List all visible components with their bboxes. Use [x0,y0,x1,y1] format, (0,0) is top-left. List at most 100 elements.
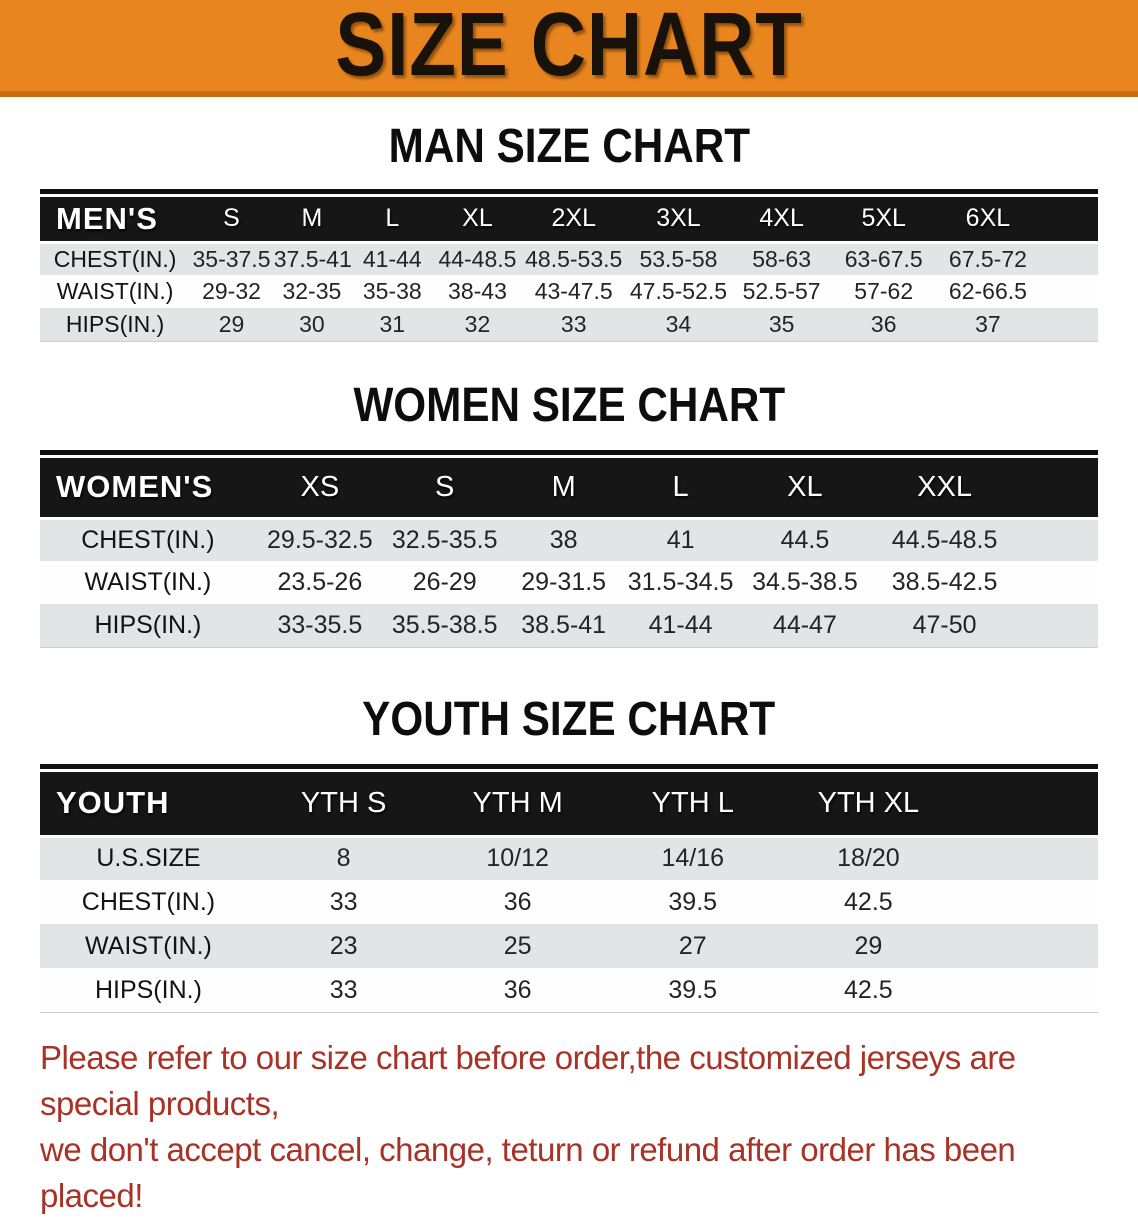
size-value: 35.5-38.5 [383,604,506,647]
youth-table: YOUTH YTH S YTH M YTH L YTH XL U.S.SIZE 8 10/12… [40,772,1098,1012]
spacer-cell [956,834,1098,880]
size-value: 25 [430,924,605,968]
size-header-xxl: XXL [870,458,1019,518]
size-header-5xl: 5XL [832,197,936,242]
size-value: 47-50 [870,604,1019,647]
measurement-label: HIPS(IN.) [40,968,257,1012]
size-value: 23 [256,924,431,968]
size-value: 57-62 [832,275,936,308]
spacer-cell [1018,561,1098,604]
women-size-chart-heading: WOMEN SIZE CHART [0,382,1138,430]
measurement-label: CHEST(IN.) [40,516,256,561]
size-header-xl: XL [739,458,871,518]
size-value: 31 [351,308,434,341]
size-value: 36 [430,880,605,924]
size-value: 67.5-72 [935,240,1041,275]
youth-measurement-row: U.S.SIZE 8 10/12 14/16 18/20 [40,834,1098,880]
size-header-s: S [383,458,506,518]
youth-measurement-row: HIPS(IN.) 33 36 39.5 42.5 [40,968,1098,1012]
youth-size-chart-heading: YOUTH SIZE CHART [0,696,1138,744]
size-header-xl: XL [433,197,522,242]
women-measurement-row: HIPS(IN.) 33-35.5 35.5-38.5 38.5-41 41-44 44-… [40,604,1098,647]
size-value: 29-32 [190,275,273,308]
size-header-xs: XS [255,458,384,518]
size-value: 30 [272,308,352,341]
women-size-table: WOMEN'S XS S M L XL XXL CHEST(IN.) 29.5-32.5 32.5… [40,450,1098,648]
youth-header-row: YOUTH YTH S YTH M YTH L YTH XL [40,772,1098,836]
size-value: 32 [433,308,522,341]
size-value: 53.5-58 [626,240,731,275]
size-value: 43-47.5 [521,275,627,308]
size-value: 42.5 [780,968,957,1012]
size-value: 52.5-57 [730,275,833,308]
measurement-label: CHEST(IN.) [40,240,191,275]
disclaimer-line: we don't accept cancel, change, teturn o… [40,1131,1016,1214]
size-value: 44.5-48.5 [870,516,1019,561]
size-value: 48.5-53.5 [521,240,627,275]
man-size-chart-heading-text: MAN SIZE CHART [388,120,750,173]
size-header-m: M [272,197,352,242]
women-group-label: WOMEN'S [40,458,256,518]
size-header-m: M [505,458,622,518]
size-value: 36 [430,968,605,1012]
measurement-label: WAIST(IN.) [40,561,256,604]
size-value: 62-66.5 [935,275,1041,308]
women-size-chart-heading-text: WOMEN SIZE CHART [353,379,785,432]
men-header-row: MEN'S S M L XL 2XL 3XL 4XL 5XL 6XL [40,197,1098,242]
size-header-l: L [351,197,434,242]
men-measurement-row: WAIST(IN.) 29-32 32-35 35-38 38-43 43-47.5 47.… [40,275,1098,308]
banner: SIZE CHART [0,0,1138,97]
size-value: 29-31.5 [505,561,622,604]
size-value: 33 [256,880,431,924]
size-value: 10/12 [430,834,605,880]
measurement-label: WAIST(IN.) [40,924,257,968]
women-header-row: WOMEN'S XS S M L XL XXL [40,458,1098,518]
size-header-yth-m: YTH M [430,772,605,836]
spacer-cell [1018,516,1098,561]
spacer-cell [1040,308,1098,341]
size-value: 29 [780,924,957,968]
measurement-label: HIPS(IN.) [40,604,256,647]
women-measurement-row: CHEST(IN.) 29.5-32.5 32.5-35.5 38 41 44.5 44.5… [40,516,1098,561]
size-value: 18/20 [780,834,957,880]
spacer-cell [956,924,1098,968]
size-value: 35-38 [351,275,434,308]
size-value: 41 [621,516,740,561]
spacer-cell [1018,458,1098,518]
size-value: 44-48.5 [433,240,522,275]
size-value: 44.5 [739,516,871,561]
man-size-chart-heading: MAN SIZE CHART [0,123,1138,171]
size-value: 47.5-52.5 [626,275,731,308]
size-header-s: S [190,197,273,242]
size-value: 37.5-41 [272,240,352,275]
youth-measurement-row: CHEST(IN.) 33 36 39.5 42.5 [40,880,1098,924]
disclaimer-text: Please refer to our size chart before or… [40,1035,1114,1219]
size-value: 35 [730,308,833,341]
size-header-6xl: 6XL [935,197,1041,242]
spacer-cell [1040,197,1098,242]
women-measurement-row: WAIST(IN.) 23.5-26 26-29 29-31.5 31.5-34.5 34… [40,561,1098,604]
size-value: 26-29 [383,561,506,604]
size-value: 37 [935,308,1041,341]
men-group-label: MEN'S [40,197,191,242]
size-value: 14/16 [604,834,781,880]
size-value: 41-44 [621,604,740,647]
size-value: 32-35 [272,275,352,308]
size-header-3xl: 3XL [626,197,731,242]
size-value: 8 [256,834,431,880]
spacer-cell [1040,240,1098,275]
size-value: 44-47 [739,604,871,647]
size-value: 42.5 [780,880,957,924]
youth-measurement-row: WAIST(IN.) 23 25 27 29 [40,924,1098,968]
size-header-yth-l: YTH L [604,772,781,836]
size-header-4xl: 4XL [730,197,833,242]
banner-title: SIZE CHART [335,0,803,95]
size-value: 33 [521,308,627,341]
spacer-cell [1018,604,1098,647]
size-header-yth-s: YTH S [256,772,431,836]
size-value: 39.5 [604,880,781,924]
size-value: 27 [604,924,781,968]
size-header-2xl: 2XL [521,197,627,242]
size-value: 63-67.5 [832,240,936,275]
